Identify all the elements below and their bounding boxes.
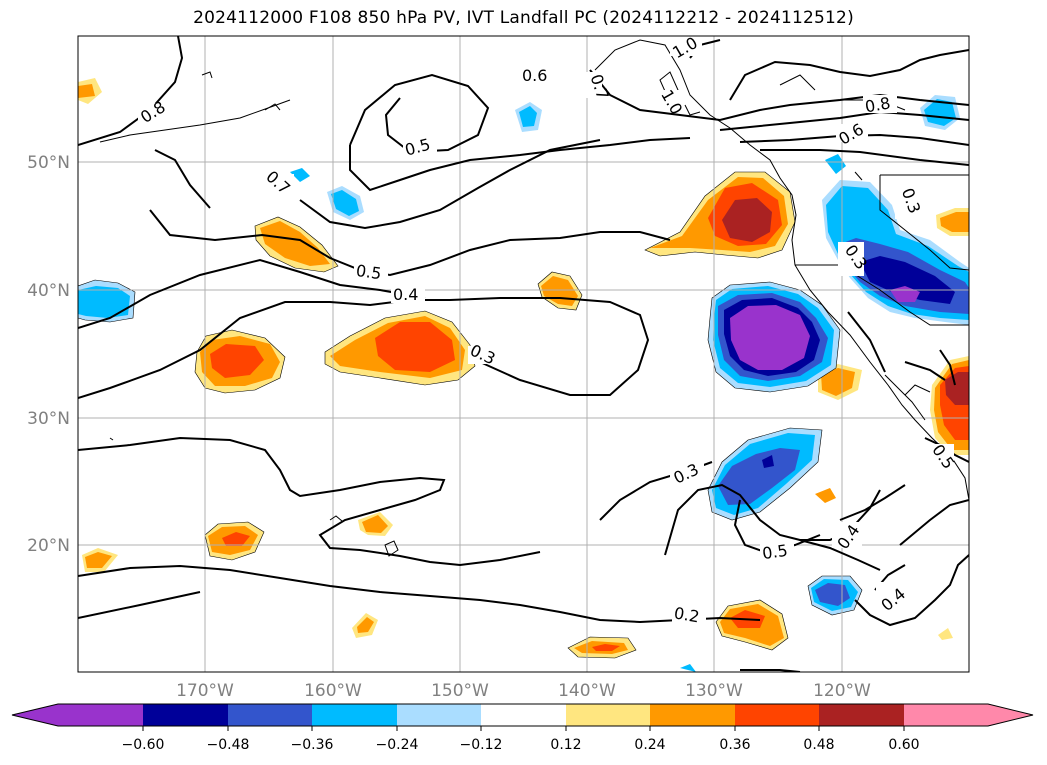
colorbar-segment bbox=[819, 704, 904, 726]
lon-label: 170°W bbox=[176, 681, 234, 701]
positive-anomaly-fill bbox=[78, 78, 969, 658]
map-panel bbox=[78, 36, 969, 672]
coastlines bbox=[99, 39, 969, 557]
colorbar-tick-label: −0.48 bbox=[207, 737, 250, 753]
colorbar-segment bbox=[312, 704, 397, 726]
longitude-labels: 170°W 160°W 150°W 140°W 130°W 120°W bbox=[176, 681, 871, 701]
colorbar-tick-label: −0.60 bbox=[122, 737, 165, 753]
contour-label: 0.6 bbox=[522, 66, 547, 85]
colorbar-segment bbox=[566, 704, 650, 726]
contour-label: 0.5 bbox=[761, 541, 789, 563]
map-frame bbox=[77, 35, 970, 673]
contour-label: 0.4 bbox=[393, 285, 418, 304]
lat-label: 50°N bbox=[27, 153, 70, 173]
negative-anomaly-fill bbox=[78, 95, 969, 672]
colorbar: −0.60 −0.48 −0.36 −0.24 −0.12 0.12 0.24 … bbox=[11, 703, 1034, 753]
contour-label: 0.5 bbox=[355, 261, 383, 283]
colorbar-tick-label: 0.48 bbox=[803, 737, 834, 753]
lat-label: 40°N bbox=[27, 281, 70, 301]
lon-label: 130°W bbox=[685, 681, 743, 701]
contour-label: 0.2 bbox=[673, 603, 701, 626]
lon-label: 160°W bbox=[304, 681, 362, 701]
colorbar-tick-label: −0.24 bbox=[376, 737, 419, 753]
latitude-labels: 50°N 40°N 30°N 20°N bbox=[27, 153, 70, 556]
colorbar-tick-label: −0.12 bbox=[460, 737, 503, 753]
lon-label: 120°W bbox=[813, 681, 871, 701]
gridlines bbox=[78, 36, 969, 672]
colorbar-extend-high bbox=[904, 704, 1033, 726]
colorbar-tick-label: 0.60 bbox=[888, 737, 919, 753]
colorbar-segment bbox=[481, 704, 566, 726]
colorbar-segment bbox=[735, 704, 819, 726]
lat-label: 30°N bbox=[27, 409, 70, 429]
contour-label: 0.8 bbox=[863, 93, 891, 116]
colorbar-segment bbox=[228, 704, 312, 726]
colorbar-tick-label: 0.36 bbox=[719, 737, 750, 753]
lon-label: 150°W bbox=[431, 681, 489, 701]
colorbar-extend-low bbox=[12, 704, 143, 726]
lon-label: 140°W bbox=[558, 681, 616, 701]
colorbar-segment bbox=[143, 704, 228, 726]
colorbar-tick-label: 0.12 bbox=[550, 737, 581, 753]
lat-label: 20°N bbox=[27, 536, 70, 556]
colorbar-tick-label: −0.36 bbox=[291, 737, 334, 753]
colorbar-outline bbox=[11, 703, 1034, 727]
colorbar-segment bbox=[397, 704, 481, 726]
colorbar-tick-label: 0.24 bbox=[634, 737, 665, 753]
map-title: 2024112000 F108 850 hPa PV, IVT Landfall… bbox=[193, 8, 854, 28]
colorbar-segment bbox=[650, 704, 735, 726]
